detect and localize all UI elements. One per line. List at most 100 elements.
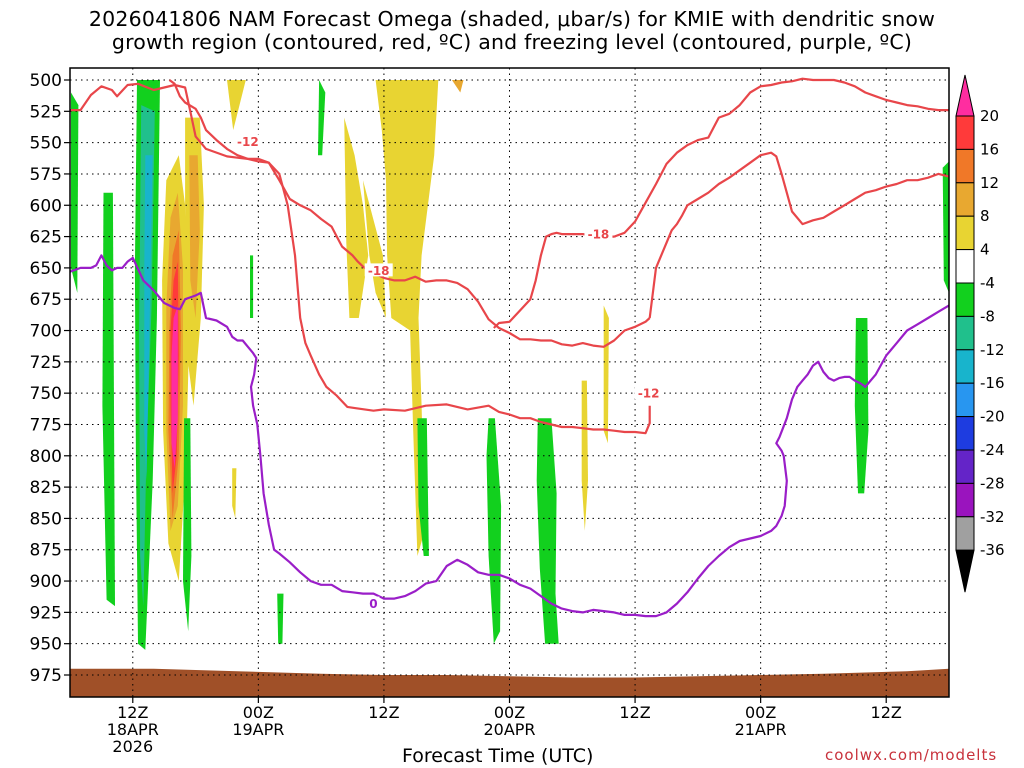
colorbar-segment-8 (955, 349, 975, 384)
colorbar-segment-4 (955, 215, 975, 251)
x-tick-label-78-0: 12Z (871, 703, 902, 722)
contour-1 (168, 79, 651, 348)
omega-region-22 (486, 418, 502, 644)
colorbar-segment-5 (955, 249, 975, 284)
omega-region-19 (375, 80, 439, 556)
omega-region-16 (277, 593, 284, 644)
omega-region-27 (854, 318, 869, 494)
x-tick-label-6-0: 12Z (117, 703, 148, 722)
contour-label-3: -12 (638, 387, 660, 401)
x-tick-label-54-0: 12Z (619, 703, 650, 722)
y-tick-label-900: 900 (30, 572, 62, 592)
y-tick-label-800: 800 (30, 447, 62, 467)
y-tick-label-700: 700 (30, 322, 62, 342)
y-tick-label-925: 925 (30, 603, 62, 623)
colorbar: 20 16 12 8 4 -4 -8 -12 -16 -20 -24 -28 -32 -36 (955, 74, 1005, 593)
colorbar-segment-2 (955, 148, 975, 184)
x-tick-label-66-1: 21APR (735, 720, 787, 739)
x-axis-title: Forecast Time (UTC) (402, 745, 594, 767)
x-tick-label-30-0: 12Z (368, 703, 399, 722)
x-tick-label-42-1: 20APR (483, 720, 535, 739)
y-tick-label-575: 575 (30, 165, 62, 185)
x-tick-label-6-1: 18APR (107, 720, 159, 739)
omega-region-25 (603, 305, 609, 444)
x-tick-label-18-1: 19APR (232, 720, 284, 739)
colorbar-segment-12 (955, 482, 975, 518)
y-tick-label-500: 500 (30, 71, 62, 91)
colorbar-label-13: -36 (980, 541, 1005, 559)
contour-label-bg-2 (584, 227, 613, 241)
contour-4 (70, 254, 949, 618)
colorbar-label-0: 20 (980, 107, 999, 125)
colorbar-label-12: -32 (980, 508, 1005, 526)
omega-region-17 (318, 80, 326, 156)
colorbar-label-4: 4 (980, 241, 990, 259)
omega-shading (71, 80, 949, 650)
colorbar-label-1: 16 (980, 140, 999, 158)
gridlines (70, 68, 949, 697)
temperature-contours: -12 -18 -18 -12 0 (70, 77, 949, 618)
contour-label-1: -18 (368, 264, 390, 278)
colorbar-top-arrow (955, 74, 975, 117)
colorbar-segment-6 (955, 282, 975, 317)
omega-region-4 (144, 155, 153, 481)
y-tick-label-675: 675 (30, 290, 62, 310)
colorbar-segment-13 (955, 516, 975, 551)
x-tick-label-18-0: 00Z (243, 703, 274, 722)
y-tick-label-975: 975 (30, 666, 62, 686)
colorbar-segment-7 (955, 315, 975, 351)
x-tick-label-42-0: 00Z (494, 703, 525, 722)
terrain-fill (70, 668, 949, 697)
colorbar-label-9: -20 (980, 408, 1005, 426)
y-tick-label-750: 750 (30, 384, 62, 404)
y-tick-label-600: 600 (30, 196, 62, 216)
contour-0 (70, 82, 651, 435)
y-tick-label-650: 650 (30, 259, 62, 279)
credit-link[interactable]: coolwx.com/modelts (825, 746, 998, 764)
colorbar-label-6: -8 (980, 307, 995, 325)
omega-region-9 (171, 305, 178, 469)
y-tick-label-725: 725 (30, 353, 62, 373)
colorbar-segment-10 (955, 416, 975, 451)
contour-label-bg-1 (364, 263, 393, 277)
omega-region-13 (232, 468, 237, 519)
colorbar-segment-1 (955, 115, 975, 150)
colorbar-label-5: -4 (980, 274, 995, 292)
omega-region-26 (451, 80, 464, 93)
colorbar-bottom-arrow (955, 549, 975, 593)
y-tick-label-775: 775 (30, 415, 62, 435)
y-axis: 500 525 550 575 600 625 650 675 700 725 750 775 800 8… (30, 71, 70, 686)
y-tick-label-850: 850 (30, 509, 62, 529)
contour-label-4: 0 (369, 597, 377, 611)
colorbar-label-11: -28 (980, 474, 1005, 492)
contour-3 (648, 151, 949, 319)
omega-region-11 (189, 155, 200, 318)
chart-title-line-1: 2026041806 NAM Forecast Omega (shaded, μ… (88, 7, 936, 31)
colorbar-label-2: 12 (980, 174, 999, 192)
contour-label-bg-4 (367, 596, 380, 610)
omega-region-0 (71, 92, 79, 293)
omega-region-28 (942, 161, 949, 293)
omega-region-15 (227, 80, 246, 131)
contour-label-bg-3 (634, 386, 663, 400)
contour-label-0: -12 (237, 135, 259, 149)
chart-title-line-2: growth region (contoured, red, ºC) and f… (111, 30, 913, 54)
terrain-ground (70, 668, 949, 697)
y-tick-label-950: 950 (30, 635, 62, 655)
y-tick-label-550: 550 (30, 134, 62, 154)
contour-label-2: -18 (588, 228, 610, 242)
y-tick-label-825: 825 (30, 478, 62, 498)
x-tick-label-6-2: 2026 (112, 737, 153, 756)
y-tick-label-525: 525 (30, 102, 62, 122)
colorbar-segment-3 (955, 182, 975, 217)
contour-label-bg-0 (233, 134, 262, 148)
colorbar-label-3: 8 (980, 207, 990, 225)
colorbar-label-8: -16 (980, 374, 1005, 392)
x-tick-label-66-0: 00Z (745, 703, 776, 722)
omega-region-20 (363, 180, 386, 318)
colorbar-segment-11 (955, 449, 975, 484)
omega-region-24 (581, 380, 588, 531)
colorbar-label-10: -24 (980, 441, 1005, 459)
